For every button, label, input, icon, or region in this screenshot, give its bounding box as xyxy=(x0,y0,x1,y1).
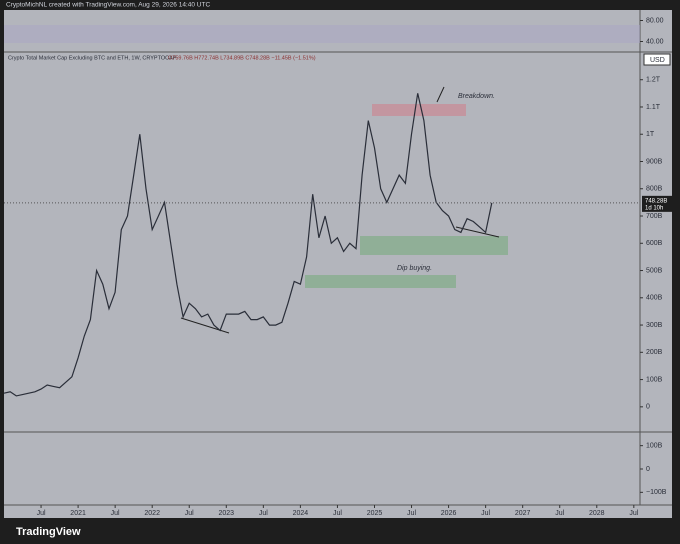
y-tick-label: 40.00 xyxy=(646,38,664,45)
y-tick-label: 600B xyxy=(646,240,663,247)
y-tick-label: 1.2T xyxy=(646,77,661,84)
x-tick-label: 2021 xyxy=(70,510,86,517)
x-tick-label: Jul xyxy=(407,510,416,517)
y-tick-label: 0 xyxy=(646,466,650,473)
annotation: Dip buying. xyxy=(397,265,432,272)
x-tick-label: Jul xyxy=(111,510,120,517)
x-tick-label: Jul xyxy=(37,510,46,517)
x-tick-label: Jul xyxy=(185,510,194,517)
y-tick-label: 200B xyxy=(646,349,663,356)
price-line xyxy=(3,93,493,397)
y-tick-label: 400B xyxy=(646,295,663,302)
y-tick-label: −100B xyxy=(646,489,667,496)
y-tick-label: 900B xyxy=(646,158,663,165)
price-tag xyxy=(642,195,672,212)
y-tick-label: 80.00 xyxy=(646,17,664,24)
x-tick-label: Jul xyxy=(629,510,638,517)
y-tick-label: 1.1T xyxy=(646,104,661,111)
ohlc: O759.76B H772.74B L734.89B C748.28B −11.… xyxy=(168,55,316,61)
x-tick-label: Jul xyxy=(259,510,268,517)
rsi-band xyxy=(4,25,640,43)
resistance-zone xyxy=(372,104,466,116)
y-tick-label: 100B xyxy=(646,443,663,450)
x-tick-label: Jul xyxy=(333,510,342,517)
y-tick-label: 1T xyxy=(646,131,655,138)
chart-title: Crypto Total Market Cap Excluding BTC an… xyxy=(8,55,177,61)
x-tick-label: 2023 xyxy=(219,510,235,517)
attribution: CryptoMichNL created with TradingView.co… xyxy=(6,2,210,9)
chart-background xyxy=(4,10,672,518)
y-tick-label: 800B xyxy=(646,186,663,193)
x-tick-label: 2022 xyxy=(144,510,160,517)
y-tick-label: 100B xyxy=(646,376,663,383)
support-zone xyxy=(360,236,508,255)
x-tick-label: Jul xyxy=(481,510,490,517)
x-tick-label: 2028 xyxy=(589,510,605,517)
currency: USD xyxy=(650,57,665,64)
annotation: Breakdown. xyxy=(458,93,495,100)
x-tick-label: 2027 xyxy=(515,510,531,517)
support-zone xyxy=(305,275,456,288)
x-tick-label: 2026 xyxy=(441,510,457,517)
price-tag-label: 748.28B xyxy=(645,198,667,204)
y-tick-label: 700B xyxy=(646,213,663,220)
y-tick-label: 0 xyxy=(646,404,650,411)
brand: TradingView xyxy=(16,526,81,538)
currency-box xyxy=(643,53,671,66)
x-tick-label: Jul xyxy=(555,510,564,517)
trend-line xyxy=(180,317,230,334)
footer-bar xyxy=(0,518,680,544)
y-tick-label: 300B xyxy=(646,322,663,329)
x-tick-label: 2024 xyxy=(293,510,309,517)
arrow xyxy=(436,86,445,103)
y-tick-label: 500B xyxy=(646,267,663,274)
x-tick-label: 2025 xyxy=(367,510,383,517)
countdown: 1d 10h xyxy=(645,205,663,211)
